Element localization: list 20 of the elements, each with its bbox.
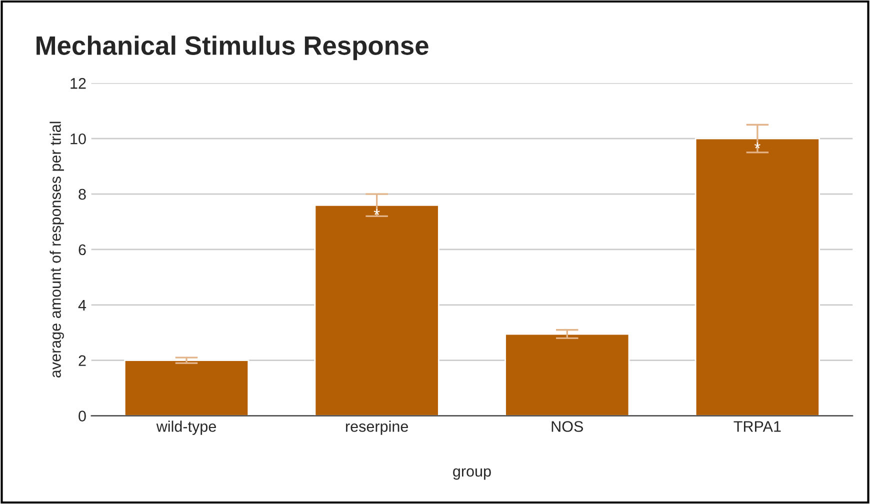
y-tick-label: 10 — [70, 133, 86, 144]
y-axis-title: average amount of responses per trial — [50, 122, 64, 378]
y-tick-label: 6 — [78, 244, 86, 256]
y-tick-label: 12 — [70, 78, 86, 89]
x-tick-label: NOS — [552, 421, 583, 432]
chart-title: Mechanical Stimulus Response — [36, 36, 428, 60]
x-axis-title: group — [453, 468, 491, 480]
y-tick-label: 4 — [78, 300, 86, 310]
bar — [504, 333, 630, 416]
y-tick-label: 8 — [78, 188, 86, 200]
x-tick-label: TRPA1 — [734, 421, 781, 432]
y-tick-label: 2 — [78, 355, 86, 366]
bar — [124, 360, 250, 416]
bar — [694, 138, 820, 416]
annotation: * — [754, 142, 760, 148]
x-tick-label: reserpine — [346, 420, 408, 435]
bar — [314, 204, 440, 416]
y-tick-label: 0 — [78, 410, 86, 422]
annotation: * — [374, 209, 380, 215]
x-tick-label: wild-type — [156, 420, 216, 435]
